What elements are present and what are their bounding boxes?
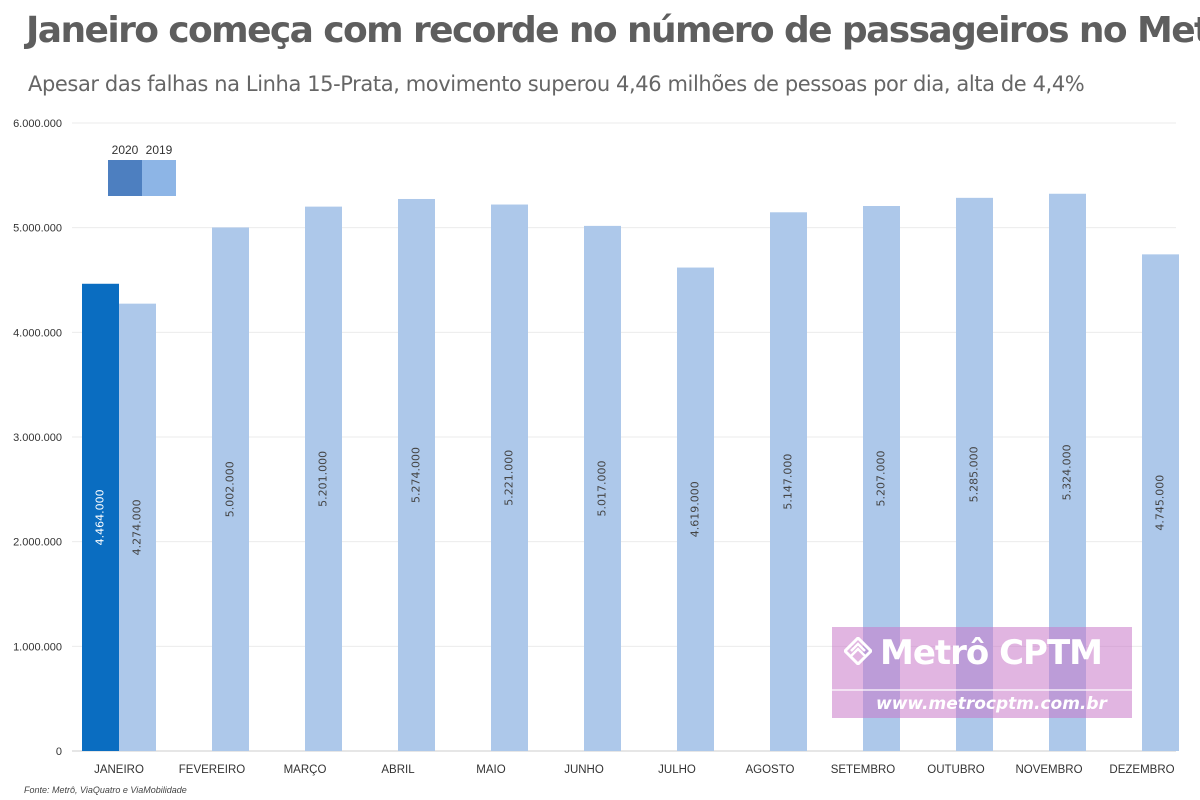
x-tick-label: DEZEMBRO [1109, 764, 1174, 776]
watermark-name: Metrô CPTM [880, 633, 1102, 673]
data-label: 4.619.000 [689, 481, 702, 537]
x-tick-label: MAIO [476, 764, 505, 776]
data-label: 5.274.000 [410, 447, 423, 503]
x-tick-label: NOVEMBRO [1015, 764, 1082, 776]
data-label: 5.201.000 [317, 451, 330, 507]
legend-swatch-2019 [142, 160, 176, 196]
data-label: 5.017.000 [596, 460, 609, 516]
legend-swatch-2020 [108, 160, 142, 196]
x-tick-label: AGOSTO [746, 764, 795, 776]
x-tick-label: SETEMBRO [831, 764, 896, 776]
data-label: 5.207.000 [875, 451, 888, 507]
x-tick-label: JULHO [658, 764, 696, 776]
legend-label: 2020 [112, 143, 139, 157]
x-tick-label: JANEIRO [94, 764, 144, 776]
x-tick-label: MARÇO [284, 764, 327, 776]
y-axis: 0 1.000.000 2.000.000 3.000.000 4.000.000 5.0… [13, 118, 62, 758]
data-label: 5.147.000 [782, 454, 795, 510]
x-tick-label: FEVEREIRO [179, 764, 246, 776]
data-label: 4.464.000 [94, 489, 107, 545]
data-label: 5.002.000 [224, 461, 237, 517]
y-tick-label: 3.000.000 [13, 432, 62, 444]
legend-label: 2019 [146, 143, 173, 157]
y-tick-label: 6.000.000 [13, 118, 62, 130]
x-tick-label: JUNHO [564, 764, 604, 776]
legend: 2020 2019 [108, 143, 176, 196]
metro-logo-icon [844, 637, 872, 665]
data-label: 5.285.000 [968, 446, 981, 502]
x-axis: JANEIRO FEVEREIRO MARÇO ABRIL MAIO JUNHO JULHO… [94, 764, 1175, 776]
source-note: Fonte: Metrô, ViaQuatro e ViaMobilidade [24, 785, 187, 795]
y-tick-label: 4.000.000 [13, 327, 62, 339]
y-tick-label: 1.000.000 [13, 641, 62, 653]
x-tick-label: ABRIL [381, 764, 415, 776]
data-label: 5.324.000 [1061, 444, 1074, 500]
y-tick-label: 5.000.000 [13, 223, 62, 235]
y-tick-label: 2.000.000 [13, 537, 62, 549]
data-label: 5.221.000 [503, 450, 516, 506]
watermark: Metrô CPTM www.metrocptm.com.br [832, 627, 1132, 718]
data-label: 4.745.000 [1154, 475, 1167, 531]
watermark-url: www.metrocptm.com.br [876, 694, 1107, 714]
data-label: 4.274.000 [131, 499, 144, 555]
x-tick-label: OUTUBRO [927, 764, 985, 776]
y-tick-label: 0 [56, 746, 62, 758]
watermark-divider [832, 689, 1132, 691]
